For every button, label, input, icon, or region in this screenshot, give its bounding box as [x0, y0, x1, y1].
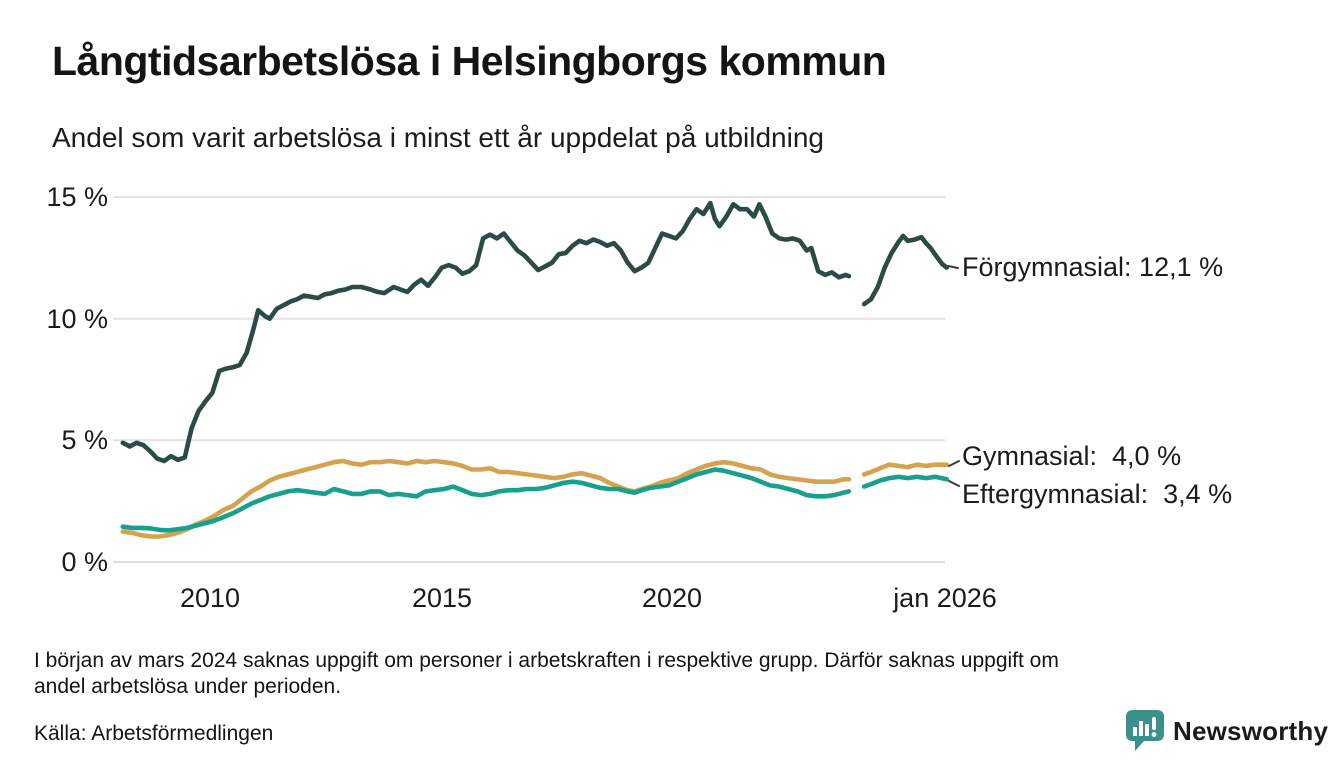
y-axis-tick-0: 0 % [61, 547, 108, 577]
footnote: I början av mars 2024 saknas uppgift om … [34, 648, 1306, 700]
y-axis-tick-10: 10 % [46, 304, 108, 334]
page-title: Långtidsarbetslösa i Helsingborgs kommun [52, 38, 887, 84]
x-axis-tick-jan-2026: jan 2026 [893, 583, 997, 613]
label-connector-1 [948, 460, 960, 467]
series-line-eftergymnasial [120, 467, 949, 533]
x-axis-tick-2015: 2015 [411, 583, 473, 613]
page-subtitle: Andel som varit arbetslösa i minst ett å… [52, 122, 824, 153]
source-note: Källa: Arbetsförmedlingen [34, 722, 274, 745]
label-connector-2 [948, 480, 960, 487]
newsworthy-logo: Newsworthy [1126, 710, 1328, 752]
series-label-gymnasial: Gymnasial: 4,0 % [962, 441, 1182, 471]
footnote-line-2: andel arbetslösa under perioden. [34, 675, 342, 698]
series-label-forgymnasial: Förgymnasial: 12,1 % [962, 252, 1224, 282]
newsworthy-wordmark: Newsworthy [1173, 715, 1329, 746]
footnote-line-1: I början av mars 2024 saknas uppgift om … [34, 649, 1059, 672]
series-line-gymnasial [120, 458, 949, 539]
series-label-eftergymnasial: Eftergymnasial: 3,4 % [962, 479, 1233, 509]
x-axis-tick-2010: 2010 [179, 583, 241, 613]
x-axis-tick-2020: 2020 [641, 583, 703, 613]
y-axis-tick-15: 15 % [46, 182, 108, 212]
label-connector-0 [947, 265, 959, 269]
series-line-förgymnasial [120, 200, 949, 464]
y-axis-tick-5: 5 % [61, 425, 108, 455]
bar-chart-speech-bubble-icon [1126, 710, 1164, 751]
